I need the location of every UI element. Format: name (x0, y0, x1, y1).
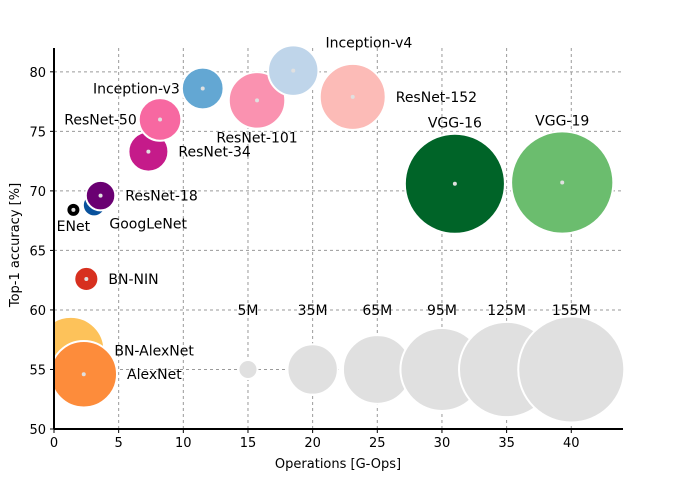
size-legend-label: 35M (298, 303, 328, 319)
size-legend-label: 95M (427, 303, 457, 319)
y-tick-label: 75 (29, 125, 46, 140)
bubble-center-dot (158, 117, 163, 122)
bubble-label: ResNet-152 (396, 90, 477, 106)
x-tick-label: 20 (304, 436, 321, 451)
x-tick-label: 25 (369, 436, 386, 451)
bubble-center-dot (560, 180, 565, 185)
bubble-label: ENet (57, 219, 91, 235)
size-legend-bubble (237, 358, 259, 380)
bubble-label: Inception-v4 (325, 35, 412, 51)
y-axis-label: Top-1 accuracy [%] (8, 183, 23, 308)
size-legend (237, 315, 626, 424)
bubble-label: BN-NIN (108, 272, 158, 288)
size-legend-label: 5M (237, 303, 258, 319)
x-tick-label: 30 (434, 436, 451, 451)
bubble-center-dot (146, 149, 151, 154)
bubble-center-dot (98, 193, 103, 198)
ticks: 0 5 10 15 20 25 30 35 40 50 55 60 65 70 75 80 (29, 66, 579, 451)
x-tick-label: 10 (175, 436, 192, 451)
y-tick-label: 50 (29, 423, 46, 438)
data-points (54, 44, 615, 409)
bubble-label: Inception-v3 (93, 81, 180, 97)
y-tick-label: 80 (29, 66, 46, 81)
bubble-center-dot (255, 98, 260, 103)
bubble-center-dot (71, 207, 76, 212)
bubble-center-dot (291, 68, 296, 73)
x-tick-label: 40 (563, 436, 580, 451)
bubble-label: ResNet-101 (216, 131, 297, 147)
bubble-label: ResNet-50 (64, 112, 136, 128)
bubble-label: AlexNet (127, 367, 182, 383)
size-legend-bubble (517, 315, 626, 424)
x-tick-label: 35 (498, 436, 515, 451)
x-tick-label: 15 (240, 436, 257, 451)
bubble-center-dot (81, 372, 86, 377)
bubble-center-dot (84, 276, 89, 281)
bubble-label: VGG-19 (535, 113, 589, 129)
y-tick-label: 70 (29, 185, 46, 200)
size-legend-label: 65M (362, 303, 392, 319)
y-tick-label: 60 (29, 304, 46, 319)
size-legend-bubble (286, 343, 339, 396)
bubble-label: GoogLeNet (109, 216, 187, 232)
size-legend-label: 155M (552, 303, 591, 319)
bubble-label: BN-AlexNet (114, 343, 194, 359)
bubble-label: ResNet-18 (125, 189, 197, 205)
x-tick-label: 5 (115, 436, 123, 451)
x-tick-label: 0 (50, 436, 58, 451)
bubble-label: ResNet-34 (178, 145, 251, 161)
bubble-center-dot (350, 94, 355, 99)
bubble-center-dot (452, 181, 457, 186)
axes (53, 48, 623, 430)
y-tick-label: 65 (29, 244, 46, 259)
x-axis-label: Operations [G-Ops] (275, 457, 401, 472)
bubble-center-dot (200, 86, 205, 91)
bubble-label: VGG-16 (428, 116, 482, 132)
y-tick-label: 55 (29, 363, 46, 378)
size-legend-label: 125M (487, 303, 526, 319)
